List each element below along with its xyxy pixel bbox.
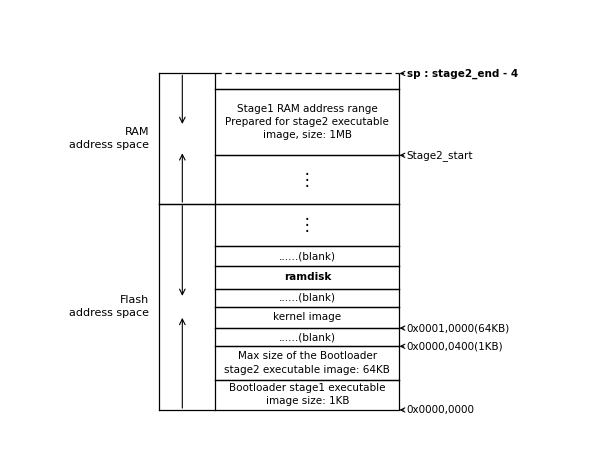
Text: Max size of the Bootloader
stage2 executable image: 64KB: Max size of the Bootloader stage2 execut… xyxy=(225,352,390,375)
Text: 0x0000,0400(1KB): 0x0000,0400(1KB) xyxy=(401,342,503,352)
Text: 0x0001,0000(64KB): 0x0001,0000(64KB) xyxy=(401,323,510,333)
Text: sp : stage2_end - 4: sp : stage2_end - 4 xyxy=(401,68,518,78)
Text: 0x0000,0000: 0x0000,0000 xyxy=(401,405,474,415)
Text: RAM
address space: RAM address space xyxy=(69,127,149,150)
Text: Stage1 RAM address range
Prepared for stage2 executable
image, size: 1MB: Stage1 RAM address range Prepared for st… xyxy=(225,104,389,140)
Text: ......(blank): ......(blank) xyxy=(279,293,336,303)
Text: Bootloader stage1 executable
image size: 1KB: Bootloader stage1 executable image size:… xyxy=(229,383,385,407)
Text: ⋮: ⋮ xyxy=(299,216,315,234)
Text: ramdisk: ramdisk xyxy=(284,272,331,282)
Text: kernel image: kernel image xyxy=(273,313,342,323)
Text: Stage2_start: Stage2_start xyxy=(401,150,473,161)
Text: ⋮: ⋮ xyxy=(299,171,315,189)
Text: ......(blank): ......(blank) xyxy=(279,251,336,261)
Text: Flash
address space: Flash address space xyxy=(69,295,149,318)
Text: ......(blank): ......(blank) xyxy=(279,332,336,342)
